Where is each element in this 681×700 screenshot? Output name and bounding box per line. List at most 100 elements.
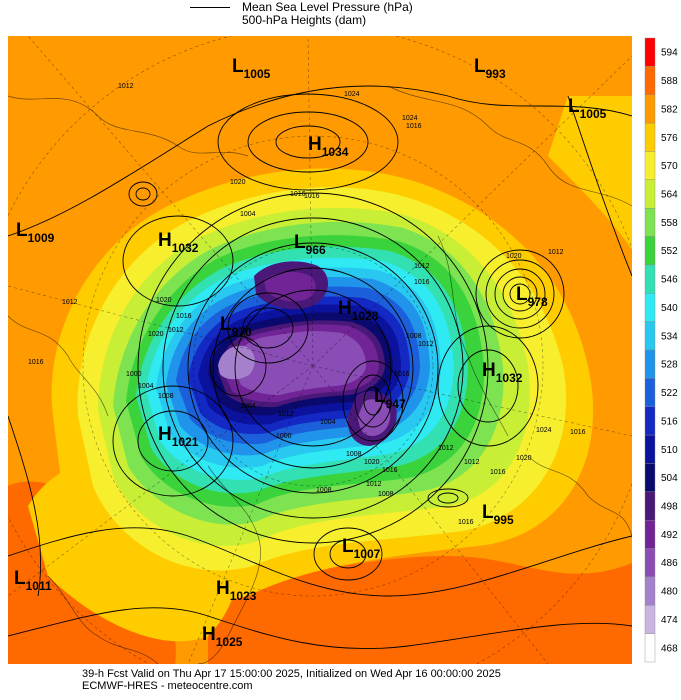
isobar-label: 1000 bbox=[276, 433, 292, 440]
pressure-center-high: H1021 bbox=[158, 424, 199, 449]
isobar bbox=[509, 283, 531, 305]
colorbar-tick-label: 588 bbox=[661, 76, 678, 87]
pressure-center-letter: H bbox=[216, 578, 230, 599]
pressure-center-letter: L bbox=[14, 568, 26, 589]
isobar bbox=[135, 187, 151, 201]
pressure-center-low: L1007 bbox=[342, 536, 381, 561]
pressure-center-value: 978 bbox=[528, 295, 548, 309]
isobar bbox=[212, 267, 414, 469]
colorbar: 594 588 582 576 570 564 558 552 546 540 534 528 522 5… bbox=[644, 37, 678, 663]
colorbar-swatch-528 bbox=[644, 349, 656, 379]
pressure-center-value: 1005 bbox=[580, 107, 607, 121]
isobar-label: 1020 bbox=[230, 179, 246, 186]
colorbar-swatch-546 bbox=[644, 264, 656, 294]
pressure-center-value: 1028 bbox=[352, 309, 379, 323]
model-source-text: ECMWF-HRES - meteocentre.com bbox=[82, 680, 253, 692]
isobar bbox=[363, 386, 383, 416]
isobar bbox=[502, 276, 538, 312]
isobar bbox=[112, 385, 234, 497]
colorbar-swatch-486 bbox=[644, 548, 656, 578]
colorbar-swatch-540 bbox=[644, 293, 656, 322]
fill-486-lobe bbox=[358, 399, 391, 436]
legend-heights-label: 500-hPa Heights (dam) bbox=[242, 13, 367, 27]
fill-588-s bbox=[208, 556, 632, 664]
isobar bbox=[8, 527, 632, 597]
isobar bbox=[128, 181, 158, 207]
colorbar-tick-label: 594 bbox=[661, 48, 678, 59]
isobar bbox=[275, 125, 341, 159]
isobar-label: 1012 bbox=[438, 445, 454, 452]
colorbar-tick-label: 498 bbox=[661, 502, 678, 513]
isobar-label: 1012 bbox=[418, 341, 434, 348]
isobar-label: 1016 bbox=[382, 467, 398, 474]
weather-map: 1012102410161016102010161012102410041016… bbox=[8, 36, 632, 664]
isobar bbox=[8, 415, 42, 597]
isobar bbox=[485, 259, 555, 329]
colorbar-swatch-558 bbox=[644, 207, 656, 237]
isobar bbox=[457, 349, 519, 423]
isobar-label: 1020 bbox=[516, 455, 532, 462]
pressure-center-value: 1023 bbox=[230, 589, 257, 603]
colorbar-tick-label: 528 bbox=[661, 360, 678, 371]
isobar-label: 1008 bbox=[406, 333, 422, 340]
isobar bbox=[8, 607, 632, 650]
isobar-label: 1016 bbox=[394, 371, 410, 378]
pressure-center-value: 1034 bbox=[322, 145, 349, 159]
pressure-center-value: 1032 bbox=[172, 241, 199, 255]
colorbar-swatches bbox=[644, 37, 656, 663]
pressure-center-value: 1009 bbox=[28, 231, 55, 245]
isobar-label: 1000 bbox=[126, 371, 142, 378]
forecast-valid-text: 39-h Fcst Valid on Thu Apr 17 15:00:00 2… bbox=[82, 668, 501, 680]
isobar bbox=[354, 374, 392, 428]
isobar bbox=[329, 539, 367, 569]
isobar-label-layer: 1012102410161016102010161012102410041016… bbox=[28, 83, 586, 526]
pressure-center-value: 1025 bbox=[216, 635, 243, 649]
fill-480 bbox=[218, 345, 255, 380]
pressure-center-low: L970 bbox=[220, 314, 252, 339]
colorbar-labels: 594 588 582 576 570 564 558 552 546 540 534 528 522 5… bbox=[661, 48, 678, 655]
isobar-label: 1024 bbox=[344, 91, 360, 98]
isobar-label: 1016 bbox=[290, 191, 306, 198]
isobar bbox=[437, 492, 459, 504]
colorbar-swatch-510 bbox=[644, 434, 656, 464]
pressure-center-letter: H bbox=[338, 298, 352, 319]
pressure-center-letter: L bbox=[374, 386, 386, 407]
colorbar-tick-label: 552 bbox=[661, 246, 678, 257]
colorbar-swatch-474 bbox=[644, 605, 656, 634]
isobar-label: 1008 bbox=[346, 451, 362, 458]
pressure-center-letter: L bbox=[232, 56, 244, 77]
pressure-center-value: 1032 bbox=[496, 371, 523, 385]
isobar-label: 1004 bbox=[240, 211, 256, 218]
pressure-center-value: 1007 bbox=[354, 547, 381, 561]
isobar bbox=[227, 292, 309, 364]
isobar-label: 1016 bbox=[458, 519, 474, 526]
pressure-center-low: L995 bbox=[482, 502, 514, 527]
isobar-label: 1012 bbox=[548, 249, 564, 256]
pressure-center-low: L947 bbox=[374, 386, 406, 411]
isobar-label: 1016 bbox=[406, 123, 422, 130]
isobar-label: 1004 bbox=[320, 419, 336, 426]
map-legend: Mean Sea Level Pressure (hPa) 500-hPa He… bbox=[190, 0, 490, 32]
pressure-center-value: 1005 bbox=[244, 67, 271, 81]
colorbar-swatch-588 bbox=[644, 66, 656, 95]
isobar bbox=[209, 335, 267, 397]
isobar bbox=[475, 249, 565, 339]
coastline-layer bbox=[8, 85, 632, 664]
legend-fill-spacer bbox=[190, 20, 230, 21]
isobar bbox=[494, 268, 546, 320]
isobar bbox=[242, 307, 294, 349]
colorbar-swatch-468 bbox=[644, 633, 656, 663]
isobar-label: 1004 bbox=[240, 403, 256, 410]
legend-pressure-row: Mean Sea Level Pressure (hPa) bbox=[190, 0, 413, 14]
pressure-center-letter: L bbox=[342, 536, 354, 557]
colorbar-swatch-480 bbox=[644, 576, 656, 606]
pressure-center-letter: L bbox=[516, 284, 528, 305]
pressure-center-letter: H bbox=[482, 360, 496, 381]
isobar bbox=[427, 488, 469, 508]
isobar-label: 1016 bbox=[176, 313, 192, 320]
pressure-center-low: L1005 bbox=[232, 56, 271, 81]
isobar bbox=[217, 93, 399, 191]
isobar-label: 1020 bbox=[506, 253, 522, 260]
isobar-label: 1008 bbox=[378, 491, 394, 498]
